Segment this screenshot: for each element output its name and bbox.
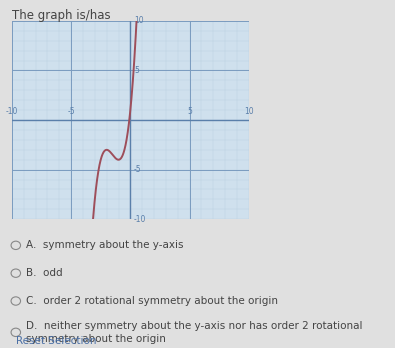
Text: A.  symmetry about the y-axis: A. symmetry about the y-axis bbox=[26, 240, 183, 250]
Text: 5: 5 bbox=[134, 66, 139, 75]
Text: -5: -5 bbox=[134, 165, 141, 174]
Text: D.  neither symmetry about the y-axis nor has order 2 rotational
symmetry about : D. neither symmetry about the y-axis nor… bbox=[26, 321, 362, 343]
Text: 10: 10 bbox=[134, 16, 143, 25]
Text: -10: -10 bbox=[134, 215, 146, 224]
Text: 5: 5 bbox=[187, 107, 192, 116]
Text: 10: 10 bbox=[244, 107, 254, 116]
Text: C.  order 2 rotational symmetry about the origin: C. order 2 rotational symmetry about the… bbox=[26, 296, 278, 306]
Text: Reset Selection: Reset Selection bbox=[16, 336, 96, 346]
Text: -10: -10 bbox=[6, 107, 18, 116]
Text: -5: -5 bbox=[67, 107, 75, 116]
Text: The graph is/has: The graph is/has bbox=[12, 9, 111, 22]
Text: B.  odd: B. odd bbox=[26, 268, 62, 278]
